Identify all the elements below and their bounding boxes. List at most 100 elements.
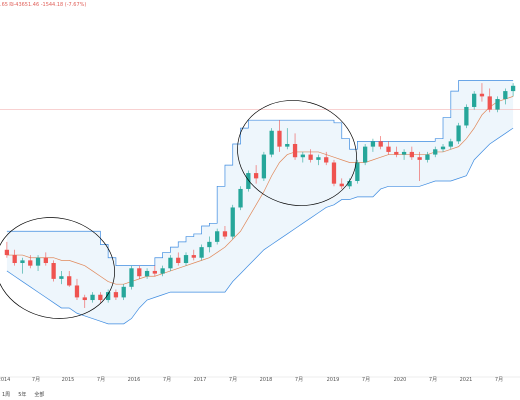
- candle[interactable]: [176, 252, 181, 266]
- candle-body: [230, 207, 235, 237]
- candle[interactable]: [355, 159, 360, 184]
- candle[interactable]: [409, 146, 415, 160]
- period-button-all[interactable]: 全部: [34, 392, 45, 398]
- candle[interactable]: [324, 151, 329, 166]
- candle[interactable]: [222, 225, 228, 240]
- candle[interactable]: [74, 278, 80, 301]
- candle[interactable]: [168, 255, 173, 271]
- candle[interactable]: [12, 249, 17, 266]
- candle[interactable]: [277, 120, 282, 152]
- candle-body: [43, 257, 48, 264]
- candle[interactable]: [183, 252, 189, 266]
- candle[interactable]: [105, 289, 111, 303]
- candle[interactable]: [433, 146, 438, 158]
- candle[interactable]: [246, 170, 251, 192]
- candle[interactable]: [4, 241, 10, 258]
- candle[interactable]: [456, 122, 461, 144]
- candle[interactable]: [448, 138, 453, 150]
- candle[interactable]: [152, 265, 158, 277]
- x-tick-label: 7月: [229, 377, 237, 383]
- candle[interactable]: [378, 136, 383, 150]
- candle-body: [285, 143, 290, 147]
- candle[interactable]: [394, 146, 399, 158]
- band-lower-line: [6, 127, 514, 325]
- candle[interactable]: [160, 265, 165, 277]
- candle[interactable]: [440, 143, 446, 152]
- candle[interactable]: [207, 236, 212, 253]
- candle[interactable]: [487, 88, 492, 113]
- candle[interactable]: [503, 88, 508, 105]
- candle[interactable]: [308, 149, 313, 163]
- candle[interactable]: [98, 292, 103, 303]
- x-tick-label: 7月: [362, 377, 370, 383]
- candle-body: [67, 276, 72, 286]
- candle[interactable]: [121, 284, 126, 301]
- candle[interactable]: [386, 141, 391, 155]
- candle[interactable]: [82, 294, 87, 308]
- candle[interactable]: [495, 96, 500, 113]
- candle[interactable]: [59, 270, 64, 285]
- candle[interactable]: [362, 143, 368, 166]
- candle[interactable]: [300, 151, 305, 163]
- candle[interactable]: [51, 260, 56, 282]
- candle[interactable]: [261, 151, 267, 182]
- candle[interactable]: [417, 151, 422, 182]
- candle[interactable]: [464, 104, 469, 129]
- candle[interactable]: [35, 255, 41, 271]
- candles-layer[interactable]: [4, 83, 516, 308]
- candle-body: [191, 255, 196, 258]
- candle[interactable]: [331, 159, 337, 187]
- candle[interactable]: [43, 252, 48, 266]
- candle-body: [105, 292, 111, 301]
- x-tick-label: 7月: [495, 377, 503, 383]
- candle[interactable]: [472, 91, 477, 110]
- candle-body: [183, 255, 189, 264]
- candle[interactable]: [230, 204, 235, 240]
- candle[interactable]: [28, 255, 33, 269]
- period-button-5y[interactable]: 5年: [18, 392, 27, 398]
- candle-body: [98, 294, 103, 301]
- candle[interactable]: [238, 186, 243, 211]
- x-tick-label: 2019: [327, 377, 340, 383]
- candle[interactable]: [253, 165, 259, 184]
- x-tick-label: 7月: [32, 377, 40, 383]
- candle[interactable]: [347, 178, 352, 189]
- candle[interactable]: [285, 128, 290, 150]
- candle[interactable]: [425, 151, 430, 163]
- candle-body: [144, 270, 150, 277]
- candle[interactable]: [339, 178, 344, 189]
- candle[interactable]: [90, 292, 95, 303]
- candle-body: [292, 143, 298, 158]
- candle[interactable]: [137, 265, 142, 279]
- candle[interactable]: [401, 149, 407, 160]
- candle[interactable]: [269, 128, 274, 158]
- candle[interactable]: [479, 83, 485, 102]
- candle-body: [394, 151, 399, 155]
- candle[interactable]: [129, 265, 134, 290]
- candle-body: [448, 141, 453, 147]
- x-axis-ticks: 2014 7月 2015 7月 2016 7月 2017 7月 2018 7月 2019 7月 2020…: [0, 377, 503, 383]
- candle-body: [378, 141, 383, 147]
- candle[interactable]: [510, 83, 516, 97]
- candle[interactable]: [113, 289, 119, 301]
- candle[interactable]: [20, 257, 25, 274]
- candle[interactable]: [191, 249, 196, 261]
- candle[interactable]: [316, 154, 321, 166]
- x-tick-label: 7月: [295, 377, 303, 383]
- candle-body: [4, 249, 10, 256]
- candle[interactable]: [67, 270, 72, 287]
- candle-body: [238, 188, 243, 208]
- candle-body: [35, 257, 41, 266]
- candle[interactable]: [370, 138, 376, 152]
- candle-body: [456, 125, 461, 142]
- candle[interactable]: [215, 228, 220, 245]
- candle[interactable]: [144, 268, 150, 279]
- candle[interactable]: [292, 133, 298, 160]
- candle-body: [277, 130, 282, 147]
- annotation-ellipse: [0, 217, 115, 319]
- candle[interactable]: [199, 244, 204, 261]
- period-button-1w[interactable]: 1周: [2, 392, 11, 398]
- x-tick-label: 2018: [260, 377, 273, 383]
- candle-body: [503, 91, 508, 100]
